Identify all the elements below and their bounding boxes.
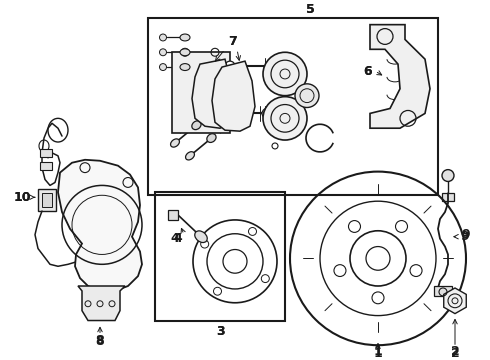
Circle shape bbox=[225, 61, 235, 71]
Bar bbox=[40, 162, 52, 170]
Polygon shape bbox=[168, 210, 178, 220]
Text: 1: 1 bbox=[374, 347, 382, 360]
Ellipse shape bbox=[267, 60, 283, 72]
Text: 9: 9 bbox=[461, 230, 469, 243]
Text: 3: 3 bbox=[216, 325, 224, 338]
Text: 2: 2 bbox=[451, 347, 460, 360]
Polygon shape bbox=[370, 24, 430, 128]
Ellipse shape bbox=[207, 134, 216, 143]
Bar bbox=[93, 298, 111, 312]
Text: 10: 10 bbox=[13, 191, 31, 204]
Text: 3: 3 bbox=[216, 325, 224, 338]
Circle shape bbox=[442, 170, 454, 181]
Text: 8: 8 bbox=[96, 335, 104, 348]
Circle shape bbox=[160, 34, 167, 41]
Polygon shape bbox=[172, 52, 230, 133]
Text: 4: 4 bbox=[173, 232, 182, 245]
Polygon shape bbox=[444, 288, 466, 314]
Polygon shape bbox=[78, 286, 125, 320]
Polygon shape bbox=[192, 59, 235, 128]
Ellipse shape bbox=[180, 49, 190, 56]
Ellipse shape bbox=[263, 96, 307, 140]
Bar bbox=[155, 192, 285, 320]
Ellipse shape bbox=[263, 52, 307, 96]
Ellipse shape bbox=[262, 108, 278, 119]
Text: 6: 6 bbox=[364, 64, 372, 77]
Text: 7: 7 bbox=[228, 35, 236, 48]
Ellipse shape bbox=[192, 121, 201, 130]
Text: 5: 5 bbox=[306, 3, 315, 16]
Text: 4: 4 bbox=[171, 232, 179, 245]
Text: 5: 5 bbox=[306, 3, 315, 16]
Text: 10: 10 bbox=[13, 191, 31, 204]
Ellipse shape bbox=[171, 139, 179, 147]
Ellipse shape bbox=[186, 152, 195, 160]
Bar bbox=[442, 193, 454, 201]
Polygon shape bbox=[58, 160, 142, 291]
Bar bbox=[40, 149, 52, 157]
Polygon shape bbox=[212, 61, 255, 131]
Bar bbox=[434, 286, 452, 296]
Text: 9: 9 bbox=[462, 228, 470, 241]
Text: 7: 7 bbox=[228, 35, 236, 48]
Circle shape bbox=[160, 64, 167, 71]
Text: 1: 1 bbox=[374, 345, 382, 357]
Ellipse shape bbox=[195, 231, 207, 243]
Circle shape bbox=[160, 49, 167, 56]
Text: 2: 2 bbox=[451, 345, 460, 357]
Bar bbox=[42, 193, 52, 207]
Ellipse shape bbox=[295, 84, 319, 108]
Bar bbox=[148, 18, 438, 195]
Ellipse shape bbox=[180, 64, 190, 71]
Ellipse shape bbox=[180, 34, 190, 41]
Text: 8: 8 bbox=[96, 334, 104, 347]
Bar bbox=[38, 189, 56, 211]
Text: 6: 6 bbox=[364, 64, 372, 77]
Circle shape bbox=[225, 108, 235, 118]
